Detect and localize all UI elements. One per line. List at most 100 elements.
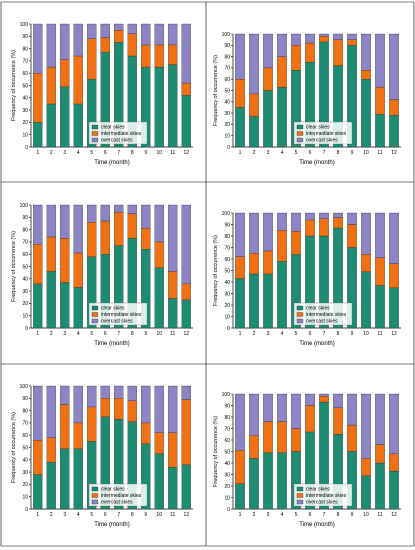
legend-label-overcast: overcast skies xyxy=(306,500,338,506)
bar-overcast-month-5 xyxy=(87,385,97,408)
bar-intermediate-month-11 xyxy=(168,271,178,299)
y-tick-label: 100 xyxy=(20,384,29,390)
legend-label-intermediate: intermediate skies xyxy=(101,131,142,137)
bar-clear-month-10 xyxy=(154,66,164,148)
bar-clear-month-4 xyxy=(73,448,83,510)
bar-clear-month-2 xyxy=(46,271,56,329)
y-tick-label: 0 xyxy=(25,507,28,513)
x-tick-label: 9 xyxy=(351,331,354,337)
x-tick-label: 5 xyxy=(295,512,298,518)
bar-intermediate-month-4 xyxy=(277,56,287,88)
y-tick-label: 40 xyxy=(22,96,28,102)
x-tick-label: 7 xyxy=(323,150,326,156)
legend-swatch-overcast xyxy=(296,499,304,505)
x-tick-label: 11 xyxy=(377,512,382,518)
x-tick-label: 11 xyxy=(377,150,382,156)
bar-overcast-month-10 xyxy=(154,23,164,46)
bar-clear-month-12 xyxy=(389,115,399,148)
bar-intermediate-month-1 xyxy=(235,256,245,279)
x-tick-label: 5 xyxy=(295,150,298,156)
legend-label-overcast: overcast skies xyxy=(101,138,133,144)
legend-swatch-clear xyxy=(91,486,99,492)
bar-clear-month-11 xyxy=(168,64,178,148)
bar-overcast-month-5 xyxy=(291,393,301,429)
bar-intermediate-month-12 xyxy=(181,399,191,465)
bar-clear-month-10 xyxy=(154,453,164,510)
x-tick-label: 3 xyxy=(267,512,270,518)
x-tick-label: 11 xyxy=(170,331,175,337)
bar-overcast-month-7 xyxy=(319,33,329,37)
y-tick-label: 50 xyxy=(22,264,28,270)
bar-intermediate-month-1 xyxy=(235,450,245,484)
y-tick-label: 20 xyxy=(224,122,230,128)
legend-label-clear: clear skies xyxy=(101,306,125,312)
bar-overcast-month-12 xyxy=(389,33,399,100)
bar-clear-month-1 xyxy=(33,474,43,510)
bar-overcast-month-8 xyxy=(127,23,137,34)
bar-intermediate-month-8 xyxy=(333,407,343,435)
bar-clear-month-3 xyxy=(60,282,70,329)
bar-clear-month-3 xyxy=(263,452,273,510)
bar-intermediate-month-7 xyxy=(319,396,329,403)
y-tick-label: 90 xyxy=(22,215,28,221)
bar-intermediate-month-8 xyxy=(127,213,137,239)
bar-intermediate-month-8 xyxy=(127,33,137,57)
bar-overcast-month-3 xyxy=(263,33,273,69)
x-tick-label: 11 xyxy=(170,512,175,518)
y-tick-label: 70 xyxy=(224,245,230,251)
y-tick-label: 0 xyxy=(227,145,230,151)
bar-intermediate-month-7 xyxy=(319,36,329,43)
legend-label-intermediate: intermediate skies xyxy=(306,493,347,499)
y-tick-label: 30 xyxy=(22,289,28,295)
y-tick-label: 0 xyxy=(25,145,28,151)
bar-overcast-month-7 xyxy=(319,212,329,219)
x-tick-label: 12 xyxy=(183,150,189,156)
x-tick-label: 8 xyxy=(337,512,340,518)
bar-intermediate-month-6 xyxy=(305,405,315,433)
x-tick-label: 6 xyxy=(309,512,312,518)
bar-intermediate-month-5 xyxy=(291,45,301,71)
bar-intermediate-month-1 xyxy=(33,244,43,284)
legend-swatch-clear xyxy=(91,124,99,130)
x-tick-label: 5 xyxy=(90,331,93,337)
y-axis-label: Frequency of occurrence (%) xyxy=(213,235,219,306)
x-tick-label: 2 xyxy=(253,331,256,337)
bar-intermediate-month-3 xyxy=(60,59,70,87)
bar-intermediate-month-2 xyxy=(46,66,56,105)
y-tick-label: 40 xyxy=(224,461,230,467)
bar-clear-month-11 xyxy=(375,285,385,329)
legend-label-overcast: overcast skies xyxy=(101,500,133,506)
bar-overcast-month-4 xyxy=(277,212,287,231)
bar-overcast-month-7 xyxy=(114,204,124,213)
bar-intermediate-month-12 xyxy=(389,99,399,116)
y-tick-label: 60 xyxy=(22,71,28,77)
bar-intermediate-month-12 xyxy=(181,82,191,96)
bar-intermediate-month-8 xyxy=(127,400,137,422)
bar-intermediate-month-6 xyxy=(305,219,315,237)
x-tick-label: 10 xyxy=(363,512,369,518)
bar-intermediate-month-5 xyxy=(291,428,301,452)
bar-intermediate-month-4 xyxy=(73,55,83,105)
bar-clear-month-11 xyxy=(168,467,178,510)
bar-clear-month-10 xyxy=(361,271,371,329)
x-tick-label: 6 xyxy=(309,331,312,337)
bar-intermediate-month-10 xyxy=(154,241,164,268)
bar-overcast-month-6 xyxy=(100,23,110,38)
y-tick-label: 10 xyxy=(22,495,28,501)
x-axis-label: Time (month) xyxy=(94,522,129,528)
legend-box xyxy=(88,121,148,145)
x-tick-label: 7 xyxy=(117,331,120,337)
bar-intermediate-month-7 xyxy=(319,218,329,237)
legend-swatch-overcast xyxy=(91,318,99,324)
bar-intermediate-month-11 xyxy=(375,257,385,286)
bar-overcast-month-6 xyxy=(100,385,110,399)
y-tick-label: 70 xyxy=(22,59,28,65)
y-tick-label: 20 xyxy=(224,484,230,490)
x-axis-label: Time (month) xyxy=(299,160,334,166)
y-tick-label: 20 xyxy=(224,303,230,309)
bar-intermediate-month-2 xyxy=(46,437,56,463)
y-tick-label: 10 xyxy=(22,314,28,320)
legend-label-overcast: overcast skies xyxy=(306,138,338,144)
x-tick-label: 7 xyxy=(323,331,326,337)
